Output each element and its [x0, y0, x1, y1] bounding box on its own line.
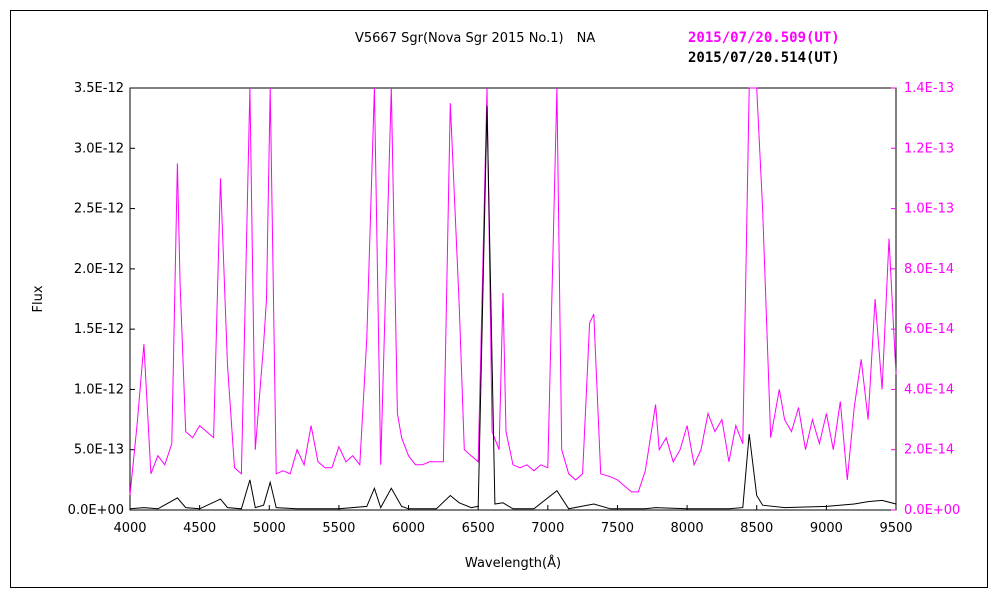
y-axis-left: 0.0E+00 5.0E-13 1.0E-12 1.5E-12 2.0E-12 2.5E-… [68, 81, 135, 518]
y-axis-right: 0.0E+00 2.0E-14 4.0E-14 6.0E-14 8.0E-14 1.0E-… [891, 81, 960, 518]
y-left-tick-label: 3.0E-12 [74, 141, 124, 156]
y-axis-label: Flux [31, 285, 46, 312]
y-right-tick-label: 2.0E-14 [904, 443, 954, 458]
y-left-tick-label: 1.0E-12 [74, 382, 124, 397]
y-right-tick-label: 0.0E+00 [904, 503, 960, 518]
y-right-tick-label: 1.4E-13 [904, 81, 954, 96]
x-tick-label: 8000 [671, 521, 704, 536]
plot-area [129, 87, 897, 511]
x-tick-label: 4000 [113, 521, 146, 536]
x-tick-label: 9000 [810, 521, 843, 536]
y-right-tick-label: 1.2E-13 [904, 141, 954, 156]
chart-frame [10, 10, 988, 588]
y-right-tick-label: 6.0E-14 [904, 322, 954, 337]
x-tick-label: 9500 [879, 521, 912, 536]
legend-entry-series-0: 2015/07/20.509(UT) [688, 30, 840, 46]
chart-title: V5667 Sgr(Nova Sgr 2015 No.1) NA [355, 31, 595, 46]
x-tick-label: 7000 [531, 521, 564, 536]
y-right-tick-label: 8.0E-14 [904, 262, 954, 277]
x-tick-label: 6500 [462, 521, 495, 536]
y-left-tick-label: 1.5E-12 [74, 322, 124, 337]
series-line-0 [129, 87, 897, 495]
series-line-1 [129, 106, 897, 510]
y-left-tick-label: 3.5E-12 [74, 81, 124, 96]
x-tick-label: 5000 [253, 521, 286, 536]
y-left-tick-label: 2.5E-12 [74, 202, 124, 217]
series-lines [129, 87, 897, 510]
x-tick-label: 6000 [392, 521, 425, 536]
x-tick-label: 4500 [183, 521, 216, 536]
y-left-tick-label: 0.0E+00 [68, 503, 124, 518]
y-right-tick-label: 4.0E-14 [904, 382, 954, 397]
x-axis: 4000 4500 5000 5500 6000 6500 7000 7500 8000 8500… [113, 505, 913, 536]
x-tick-label: 5500 [322, 521, 355, 536]
legend-entry-series-1: 2015/07/20.514(UT) [688, 50, 840, 66]
x-tick-label: 7500 [601, 521, 634, 536]
x-tick-label: 8500 [740, 521, 773, 536]
x-axis-label: Wavelength(Å) [465, 555, 561, 571]
y-left-tick-label: 5.0E-13 [74, 443, 124, 458]
y-left-tick-label: 2.0E-12 [74, 262, 124, 277]
y-right-tick-label: 1.0E-13 [904, 202, 954, 217]
